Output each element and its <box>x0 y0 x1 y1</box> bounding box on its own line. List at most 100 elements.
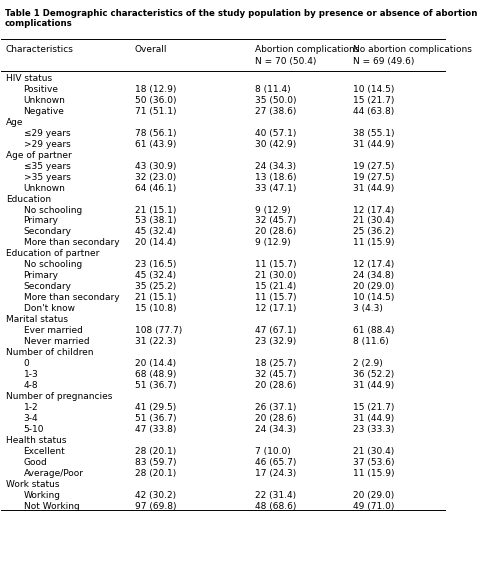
Text: 53 (38.1): 53 (38.1) <box>135 217 176 225</box>
Text: Positive: Positive <box>23 85 58 94</box>
Text: N = 70 (50.4): N = 70 (50.4) <box>255 58 316 66</box>
Text: Secondary: Secondary <box>23 282 72 292</box>
Text: 108 (77.7): 108 (77.7) <box>135 327 182 335</box>
Text: Secondary: Secondary <box>23 228 72 236</box>
Text: Good: Good <box>23 458 47 467</box>
Text: 2 (2.9): 2 (2.9) <box>353 359 382 368</box>
Text: 31 (22.3): 31 (22.3) <box>135 338 176 346</box>
Text: 9 (12.9): 9 (12.9) <box>255 238 290 248</box>
Text: >29 years: >29 years <box>23 139 70 149</box>
Text: Education of partner: Education of partner <box>6 249 99 259</box>
Text: Work status: Work status <box>6 480 59 489</box>
Text: 5-10: 5-10 <box>23 425 44 434</box>
Text: Marital status: Marital status <box>6 315 68 324</box>
Text: 61 (88.4): 61 (88.4) <box>353 327 394 335</box>
Text: 19 (27.5): 19 (27.5) <box>353 162 394 171</box>
Text: 3-4: 3-4 <box>23 414 38 423</box>
Text: 10 (14.5): 10 (14.5) <box>353 85 394 94</box>
Text: 11 (15.9): 11 (15.9) <box>353 469 394 478</box>
Text: 18 (25.7): 18 (25.7) <box>255 359 296 368</box>
Text: 9 (12.9): 9 (12.9) <box>255 206 290 214</box>
Text: 32 (45.7): 32 (45.7) <box>255 370 296 379</box>
Text: 23 (16.5): 23 (16.5) <box>135 260 176 270</box>
Text: 21 (15.1): 21 (15.1) <box>135 206 176 214</box>
Text: 83 (59.7): 83 (59.7) <box>135 458 176 467</box>
Text: 12 (17.4): 12 (17.4) <box>353 206 394 214</box>
Text: 15 (21.7): 15 (21.7) <box>353 96 394 105</box>
Text: Primary: Primary <box>23 271 58 281</box>
Text: 4-8: 4-8 <box>23 381 38 390</box>
Text: 37 (53.6): 37 (53.6) <box>353 458 394 467</box>
Text: 78 (56.1): 78 (56.1) <box>135 128 176 138</box>
Text: 33 (47.1): 33 (47.1) <box>255 184 296 192</box>
Text: HIV status: HIV status <box>6 74 52 83</box>
Text: 20 (28.6): 20 (28.6) <box>255 414 296 423</box>
Text: 45 (32.4): 45 (32.4) <box>135 271 176 281</box>
Text: 48 (68.6): 48 (68.6) <box>255 502 296 511</box>
Text: 31 (44.9): 31 (44.9) <box>353 414 394 423</box>
Text: Abortion complications: Abortion complications <box>255 45 359 54</box>
Text: Health status: Health status <box>6 436 66 445</box>
Text: Education: Education <box>6 195 51 203</box>
Text: 27 (38.6): 27 (38.6) <box>255 107 296 116</box>
Text: 8 (11.6): 8 (11.6) <box>353 338 388 346</box>
Text: N = 69 (49.6): N = 69 (49.6) <box>353 58 414 66</box>
Text: Working: Working <box>23 491 60 500</box>
Text: 13 (18.6): 13 (18.6) <box>255 173 296 181</box>
Text: 49 (71.0): 49 (71.0) <box>353 502 394 511</box>
Text: 51 (36.7): 51 (36.7) <box>135 381 176 390</box>
Text: Age of partner: Age of partner <box>6 150 72 160</box>
Text: 32 (23.0): 32 (23.0) <box>135 173 176 181</box>
Text: 23 (32.9): 23 (32.9) <box>255 338 296 346</box>
Text: 12 (17.4): 12 (17.4) <box>353 260 394 270</box>
Text: 1-3: 1-3 <box>23 370 38 379</box>
Text: 20 (29.0): 20 (29.0) <box>353 282 394 292</box>
Text: 26 (37.1): 26 (37.1) <box>255 403 296 413</box>
Text: 18 (12.9): 18 (12.9) <box>135 85 176 94</box>
Text: 20 (14.4): 20 (14.4) <box>135 238 176 248</box>
Text: 46 (65.7): 46 (65.7) <box>255 458 296 467</box>
Text: 15 (10.8): 15 (10.8) <box>135 304 176 313</box>
Text: Characteristics: Characteristics <box>6 45 74 54</box>
Text: Number of pregnancies: Number of pregnancies <box>6 392 112 401</box>
Text: 31 (44.9): 31 (44.9) <box>353 139 394 149</box>
Text: 24 (34.3): 24 (34.3) <box>255 425 296 434</box>
Text: Ever married: Ever married <box>23 327 82 335</box>
Text: Don't know: Don't know <box>23 304 75 313</box>
Text: 21 (30.4): 21 (30.4) <box>353 217 394 225</box>
Text: 20 (28.6): 20 (28.6) <box>255 381 296 390</box>
Text: Table 1 Demographic characteristics of the study population by presence or absen: Table 1 Demographic characteristics of t… <box>5 9 477 28</box>
Text: 35 (25.2): 35 (25.2) <box>135 282 176 292</box>
Text: No schooling: No schooling <box>23 260 82 270</box>
Text: Overall: Overall <box>135 45 167 54</box>
Text: 20 (29.0): 20 (29.0) <box>353 491 394 500</box>
Text: Unknown: Unknown <box>23 184 65 192</box>
Text: 20 (14.4): 20 (14.4) <box>135 359 176 368</box>
Text: 21 (30.4): 21 (30.4) <box>353 447 394 456</box>
Text: Age: Age <box>6 117 23 127</box>
Text: 31 (44.9): 31 (44.9) <box>353 381 394 390</box>
Text: 12 (17.1): 12 (17.1) <box>255 304 296 313</box>
Text: No schooling: No schooling <box>23 206 82 214</box>
Text: 21 (15.1): 21 (15.1) <box>135 293 176 302</box>
Text: 3 (4.3): 3 (4.3) <box>353 304 382 313</box>
Text: Never married: Never married <box>23 338 89 346</box>
Text: 30 (42.9): 30 (42.9) <box>255 139 296 149</box>
Text: 45 (32.4): 45 (32.4) <box>135 228 176 236</box>
Text: 44 (63.8): 44 (63.8) <box>353 107 394 116</box>
Text: 28 (20.1): 28 (20.1) <box>135 447 176 456</box>
Text: 23 (33.3): 23 (33.3) <box>353 425 394 434</box>
Text: 0: 0 <box>23 359 29 368</box>
Text: 1-2: 1-2 <box>23 403 38 413</box>
Text: >35 years: >35 years <box>23 173 71 181</box>
Text: Unknown: Unknown <box>23 96 65 105</box>
Text: 41 (29.5): 41 (29.5) <box>135 403 176 413</box>
Text: 7 (10.0): 7 (10.0) <box>255 447 291 456</box>
Text: 28 (20.1): 28 (20.1) <box>135 469 176 478</box>
Text: 43 (30.9): 43 (30.9) <box>135 162 176 171</box>
Text: 11 (15.7): 11 (15.7) <box>255 293 296 302</box>
Text: ≤35 years: ≤35 years <box>23 162 70 171</box>
Text: 24 (34.3): 24 (34.3) <box>255 162 296 171</box>
Text: More than secondary: More than secondary <box>23 293 119 302</box>
Text: 38 (55.1): 38 (55.1) <box>353 128 394 138</box>
